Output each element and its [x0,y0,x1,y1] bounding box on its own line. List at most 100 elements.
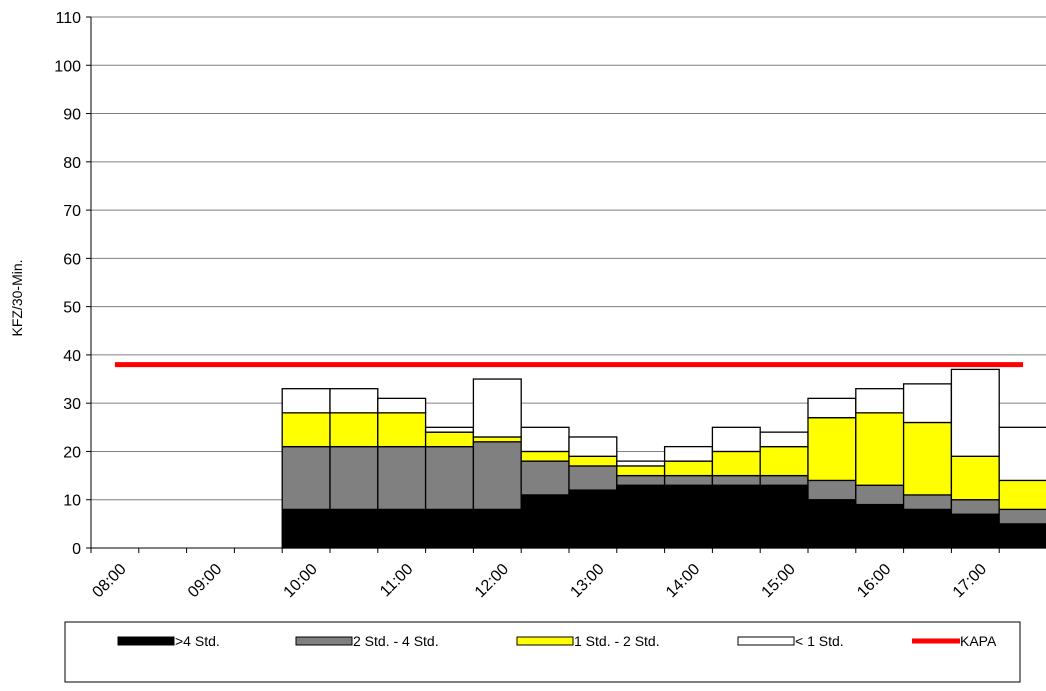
bar-segment [807,417,857,482]
bar-segment [472,508,522,549]
legend-swatch [737,636,795,646]
bar-segment [377,445,427,511]
bar-segment [616,460,666,467]
bar-segment [281,508,331,549]
bar-segment [663,484,714,549]
bar-segment [281,388,331,414]
gridlines [91,16,1046,501]
x-tick-label: 15:00 [759,561,799,601]
bar-segment [902,494,953,511]
bar-segment [472,436,522,443]
bar-segment [329,388,379,414]
bar-segment [663,445,714,462]
legend-box [64,621,1021,683]
bar-segment [663,474,714,486]
x-tick-label: 17:00 [950,561,990,601]
bar-segment [711,450,761,477]
x-tick-label: 13:00 [567,561,607,601]
bar-segment [520,426,570,453]
bar-segment [950,455,1000,501]
y-tick-label: 80 [63,155,81,172]
bar-segment [711,474,761,486]
x-tick-label: 14:00 [663,561,703,601]
bar-segment [520,460,570,496]
legend-label: < 1 Std. [795,633,844,649]
bar-segment [998,523,1046,549]
bar-segment [759,484,809,549]
y-tick-label: 30 [63,396,81,413]
bar-segment [377,397,427,414]
bar-segment [568,489,618,549]
legend-label: 2 Std. - 4 Std. [353,633,439,649]
bar-segment [855,388,905,414]
bar-segment [711,484,761,549]
bar-segment [950,499,1000,515]
bar-segment [329,412,379,448]
bar-segment [329,508,379,549]
y-tick-label: 40 [63,348,81,365]
bar-segment [424,508,475,549]
x-tick-label: 10:00 [281,561,321,601]
bar-segment [281,412,331,448]
bar-segment [377,412,427,448]
legend-label: >4 Std. [175,633,220,649]
bar-segment [950,513,1000,549]
bar-segment [520,450,570,462]
legend-swatch [117,636,175,646]
bar-segment [472,378,522,438]
x-tick-label: 16:00 [854,561,894,601]
bar-segment [902,383,953,424]
bar-segment [424,445,475,511]
bar-segment [616,474,666,486]
legend-swatch [295,636,353,646]
x-tick-label: 11:00 [377,561,417,601]
y-tick-label: 50 [63,300,81,317]
y-tick-label: 10 [63,493,81,510]
x-tick-label: 08:00 [89,561,129,601]
bar-segment [663,460,714,477]
axes [86,16,1046,553]
bar-segment [711,426,761,453]
bar-segment [902,421,953,496]
bar-segment [759,445,809,477]
bar-segment [855,484,905,506]
bar-segment [998,426,1046,482]
bar-segment [377,508,427,549]
legend-label: 1 Std. - 2 Std. [574,633,660,649]
bar-segment [807,397,857,419]
bar-segment [807,479,857,501]
legend-swatch [516,636,574,646]
bar-segment [902,508,953,549]
bar-segment [281,445,331,511]
bar-segment [568,455,618,467]
y-tick-label: 0 [72,541,81,558]
legend: >4 Std. 2 Std. - 4 Std. 1 Std. - 2 Std. < 1… [64,621,1021,683]
bar-segment [520,494,570,549]
x-tick-label: 09:00 [185,561,225,601]
bar-segment [472,441,522,511]
bar-segment [759,474,809,486]
bar-segment [998,479,1046,511]
bar-segment [998,508,1046,525]
bar-segment [616,465,666,477]
y-tick-label: 60 [63,251,81,268]
x-tick-label: 12:00 [472,561,512,601]
bar-segment [855,412,905,486]
legend-label: KAPA [960,633,997,649]
y-tick-label: 110 [55,10,81,27]
bar-segment [807,499,857,549]
y-tick-label: 70 [63,203,81,220]
bars [281,368,1046,549]
y-tick-label: 100 [54,58,81,75]
y-tick-label: 20 [63,444,81,461]
y-tick-label: 90 [63,107,81,124]
bar-segment [424,431,475,448]
bar-segment [855,503,905,549]
bar-segment [424,426,475,433]
bar-segment [568,465,618,491]
bar-segment [616,484,666,549]
bar-segment [950,368,1000,457]
bar-segment [759,431,809,448]
